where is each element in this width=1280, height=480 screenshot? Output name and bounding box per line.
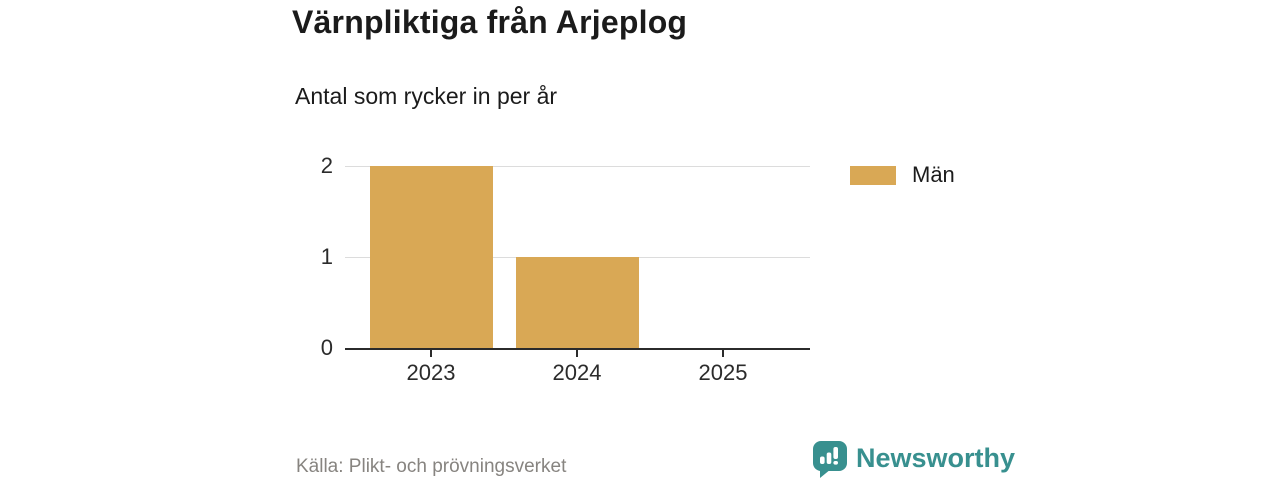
legend: Män	[850, 162, 955, 188]
bar-2024	[515, 257, 639, 348]
x-tick	[430, 350, 432, 357]
y-tick-label: 2	[320, 153, 333, 178]
x-tick	[576, 350, 578, 357]
y-axis: 0 1 2	[285, 153, 333, 360]
chart-title: Värnpliktiga från Arjeplog	[292, 4, 688, 40]
y-tick-label: 1	[320, 244, 333, 269]
x-tick-label: 2024	[552, 360, 602, 385]
x-tick-label: 2025	[698, 360, 748, 385]
x-tick-label: 2023	[406, 360, 456, 385]
source-note: Källa: Plikt- och prövningsverket	[296, 456, 567, 477]
plot-area	[345, 165, 810, 350]
legend-item: Män	[850, 162, 955, 188]
bar-2023	[369, 166, 493, 348]
y-tick-label: 0	[320, 335, 333, 360]
brand-logo: Newsworthy	[812, 440, 1015, 478]
brand-name: Newsworthy	[856, 443, 1016, 473]
gridline	[345, 165, 810, 167]
legend-label: Män	[912, 162, 955, 187]
x-axis: 2023 2024 2025	[345, 350, 810, 395]
x-tick	[722, 350, 724, 357]
chart-subtitle: Antal som rycker in per år	[295, 83, 558, 109]
legend-swatch	[850, 165, 896, 185]
newsworthy-icon	[812, 440, 848, 478]
